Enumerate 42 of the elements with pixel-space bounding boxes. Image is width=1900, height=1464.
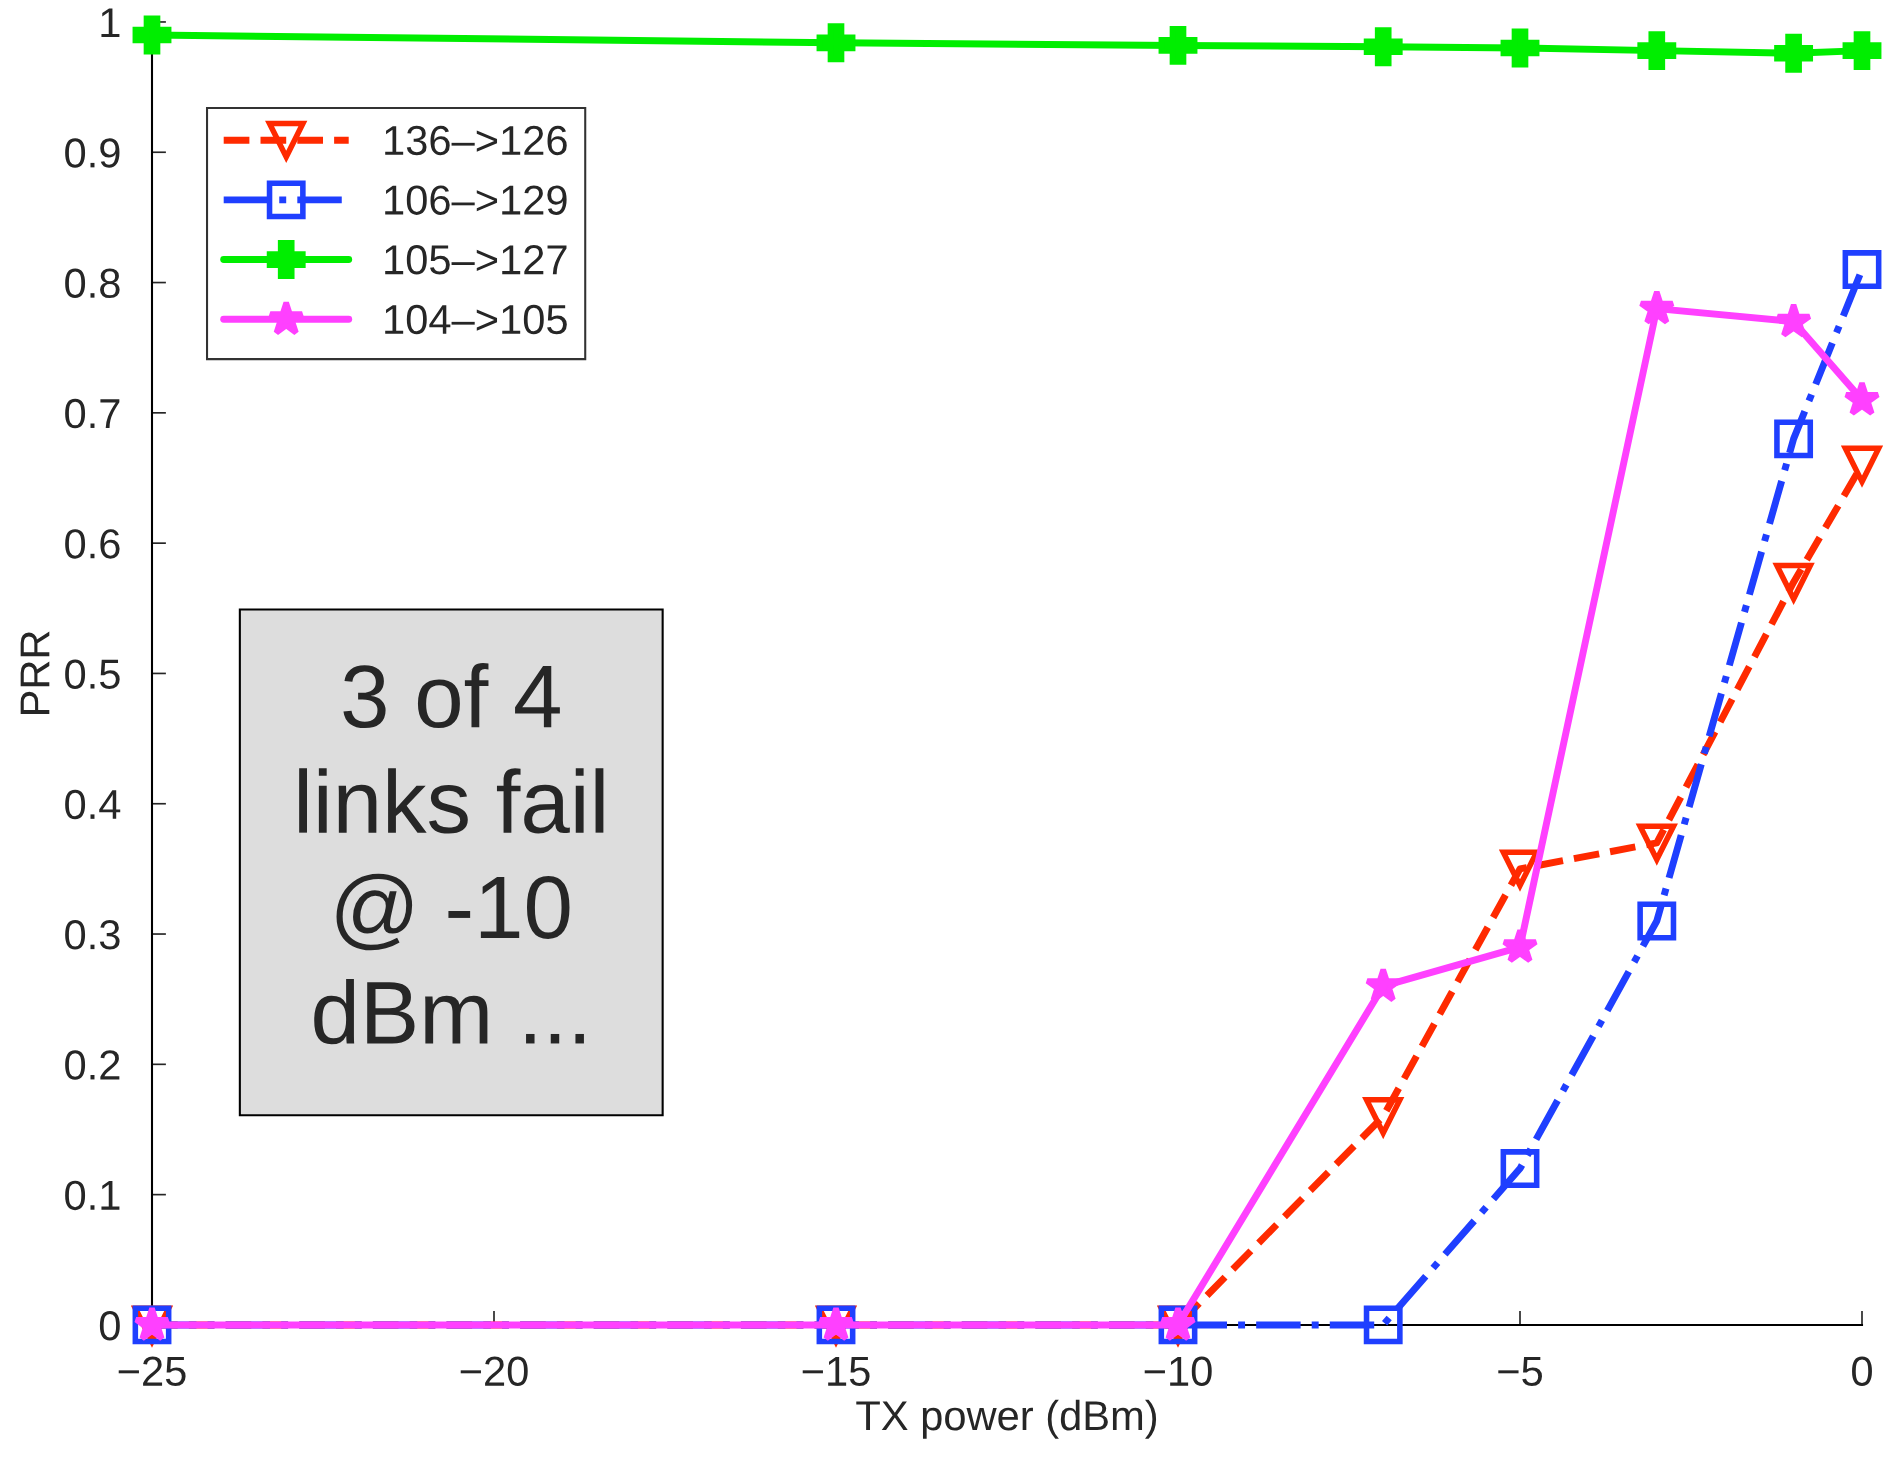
y-tick-label: 0.1 — [65, 1180, 120, 1211]
point — [1637, 31, 1677, 71]
y-tick-label: 0.5 — [65, 659, 120, 689]
legend-label: 106–>129 — [385, 185, 567, 215]
point — [1774, 33, 1814, 73]
y-axis-title: PRR — [20, 631, 50, 715]
point — [1364, 966, 1402, 1003]
y-tick-label: 0.8 — [65, 268, 120, 299]
point — [1500, 1149, 1540, 1189]
point — [1637, 901, 1677, 941]
x-tick-label: −5 — [1498, 1357, 1543, 1387]
y-tick-label: 0.4 — [65, 789, 121, 820]
x-tick-label: −15 — [802, 1357, 870, 1387]
point — [1774, 302, 1813, 338]
point — [1363, 1305, 1403, 1345]
legend-label: 136–>126 — [385, 125, 567, 156]
y-tick-label: 0.2 — [65, 1050, 120, 1080]
point — [1363, 27, 1403, 67]
y-tick-label: 0.3 — [65, 920, 120, 950]
annotation: 3 of 4 links fail @ -10 dBm ... — [299, 662, 604, 1045]
point — [1500, 28, 1540, 68]
point — [1638, 289, 1676, 325]
point — [1158, 25, 1198, 65]
y-tick-label: 0 — [99, 1310, 120, 1341]
point — [816, 23, 856, 63]
y-tick-label: 0.6 — [65, 529, 120, 559]
y-tick-label: 0.7 — [65, 398, 120, 429]
legend-label: 105–>127 — [385, 245, 567, 275]
x-tick-label: −10 — [1144, 1356, 1212, 1387]
x-tick-label: −25 — [118, 1356, 186, 1387]
point — [1501, 927, 1539, 964]
legend-label: 104–>105 — [385, 304, 567, 335]
point — [1842, 31, 1882, 71]
x-tick-label: 0 — [1852, 1356, 1872, 1387]
y-tick-label: 1 — [101, 8, 120, 38]
point — [1774, 419, 1814, 459]
point — [1842, 250, 1882, 289]
x-axis-title: TX power (dBm) — [856, 1399, 1157, 1439]
point — [132, 15, 172, 55]
y-tick-label: 0.9 — [65, 138, 120, 168]
point — [1843, 380, 1881, 417]
x-tick-label: −20 — [460, 1356, 528, 1387]
